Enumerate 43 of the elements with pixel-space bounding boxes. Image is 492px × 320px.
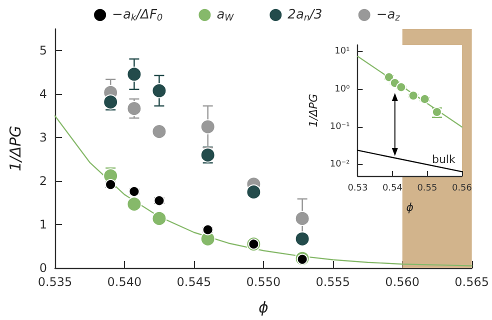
y-tick-label: 5 [39, 44, 47, 58]
y-axis-title: 1/ΔPG [6, 126, 24, 172]
y-tick-label: 10⁻¹ [330, 122, 350, 132]
point [128, 186, 140, 198]
point [103, 94, 118, 110]
point [105, 179, 116, 190]
point [202, 224, 214, 236]
x-tick-label: 0.535 [38, 275, 72, 289]
x-axis-title: ϕ [258, 298, 268, 316]
point [396, 82, 406, 92]
x-tick-label: 0.545 [176, 275, 212, 289]
y-axis-title: 1/ΔPG [307, 94, 320, 128]
x-tick-label: 0.560 [385, 275, 420, 289]
x-tick-label: 0.540 [107, 275, 142, 289]
x-tick-label: 0.56 [452, 184, 472, 194]
x-tick-label: 0.555 [316, 275, 350, 289]
point [126, 66, 142, 82]
x-tick-label: 0.550 [246, 275, 281, 289]
point [152, 124, 167, 140]
x-tick-label: 0.53 [348, 184, 368, 194]
y-tick-label: 10⁻² [330, 160, 350, 170]
point [126, 101, 142, 116]
x-tick-label: 0.55 [417, 184, 438, 194]
y-tick-label: 0 [39, 261, 47, 275]
point [152, 210, 167, 226]
point [294, 231, 310, 246]
x-tick-label: 0.565 [454, 275, 490, 289]
y-tick-label: 10¹ [334, 46, 350, 57]
x-tick-label: 0.54 [382, 184, 403, 194]
y-tick-label: 2 [39, 174, 47, 188]
point [200, 119, 216, 134]
series-label: bulk [432, 153, 456, 166]
y-tick-label: 3 [39, 130, 47, 145]
y-tick-label: 4 [39, 87, 47, 102]
point [246, 184, 262, 200]
y-tick-label: 10⁰ [334, 84, 350, 94]
y-tick-label: 1 [39, 218, 47, 232]
point [152, 83, 167, 98]
point [294, 210, 310, 226]
point [384, 72, 394, 82]
x-axis-title: ϕ [406, 201, 414, 214]
point [154, 195, 165, 206]
point [126, 196, 142, 212]
